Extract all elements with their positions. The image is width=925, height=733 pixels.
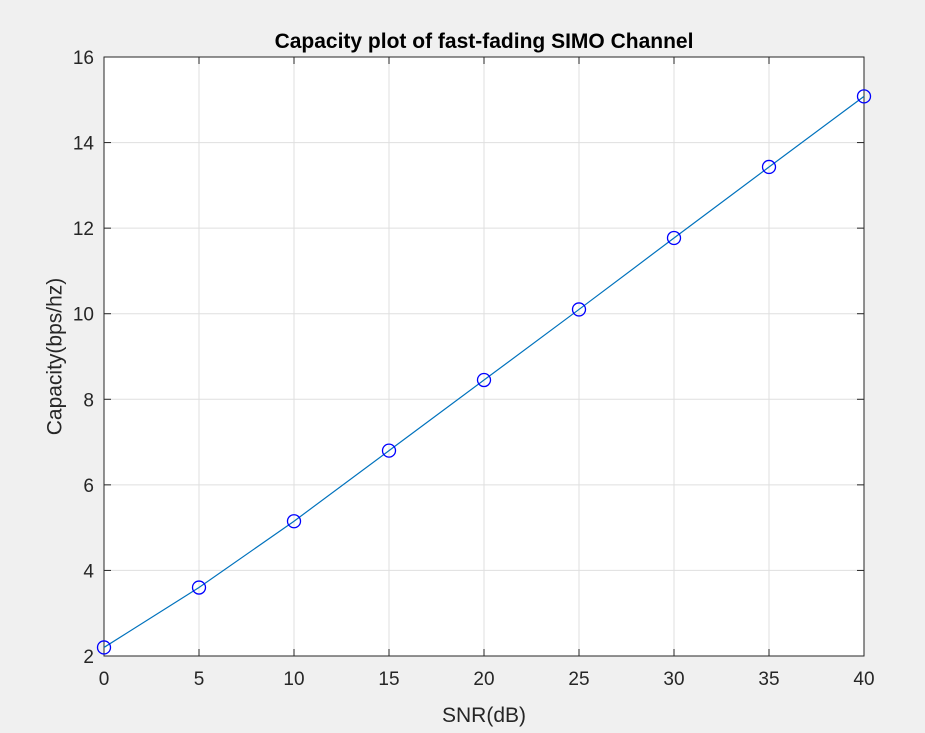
data-point — [476, 372, 492, 388]
series-line — [103, 95, 865, 648]
x-tick-label: 30 — [663, 669, 684, 690]
x-tick-label: 25 — [568, 669, 589, 690]
x-tick-label: 20 — [473, 669, 494, 690]
data-series — [96, 89, 872, 655]
x-tick-labels: 0 5 10 15 20 25 30 35 40 — [99, 669, 875, 690]
x-tick-label: 15 — [378, 669, 399, 690]
y-tick-labels: 2 4 6 8 10 12 14 16 — [73, 48, 95, 668]
x-tick-label: 10 — [283, 669, 304, 690]
y-tick-label: 2 — [83, 647, 94, 668]
window-top-edge — [0, 0, 925, 20]
y-tick-label: 12 — [73, 219, 94, 240]
y-tick-label: 8 — [83, 390, 94, 411]
y-tick-label: 10 — [73, 305, 94, 326]
data-point — [381, 443, 397, 458]
y-tick-label: 16 — [73, 48, 94, 69]
y-tick-label: 4 — [83, 561, 94, 582]
axis-ticks — [103, 56, 865, 657]
data-point — [191, 580, 207, 595]
x-tick-label: 0 — [99, 669, 110, 690]
y-tick-label: 6 — [83, 476, 94, 497]
y-axis-label: Capacity(bps/hz) — [43, 278, 66, 436]
x-tick-label: 40 — [853, 669, 874, 690]
data-point — [96, 640, 112, 655]
data-point — [856, 89, 872, 104]
data-point — [571, 302, 587, 317]
chart-title: Capacity plot of fast-fading SIMO Channe… — [275, 30, 694, 53]
x-axis-label: SNR(dB) — [442, 704, 526, 727]
data-point — [761, 159, 777, 175]
x-tick-label: 5 — [194, 669, 205, 690]
y-tick-label: 14 — [73, 134, 95, 155]
data-point — [666, 230, 682, 246]
x-tick-label: 35 — [758, 669, 779, 690]
data-point — [286, 514, 302, 529]
